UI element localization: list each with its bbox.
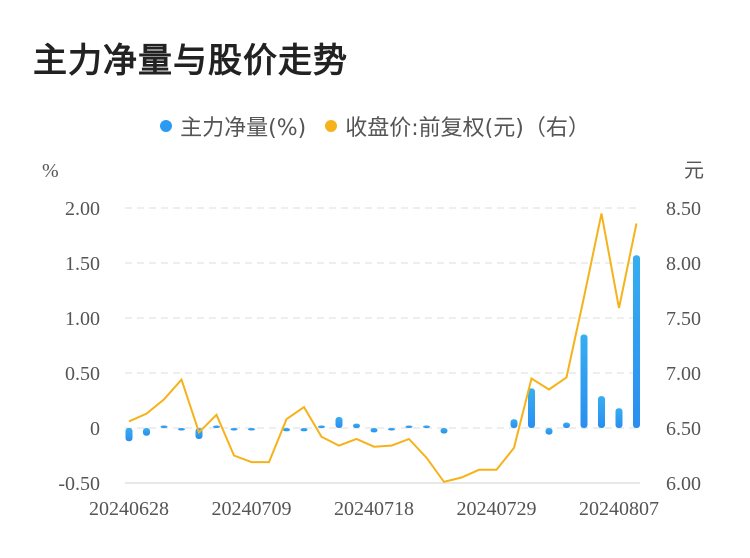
x-tick-label: 20240718 (334, 498, 414, 520)
bar-20240802 (563, 422, 570, 428)
x-tick-label: 20240709 (212, 498, 292, 520)
left-tick-label: 0 (90, 418, 100, 440)
bar-20240730 (510, 419, 518, 428)
right-axis-unit: 元 (684, 158, 704, 182)
bar-20240806 (598, 396, 605, 428)
right-tick-label: 6.00 (666, 473, 701, 495)
x-tick-label: 20240807 (579, 498, 659, 520)
legend-item-net-volume[interactable]: 主力净量(%) (160, 110, 306, 142)
right-tick-label: 8.00 (666, 253, 701, 275)
x-tick-label: 20240729 (457, 498, 537, 520)
left-tick-label: 0.50 (65, 363, 100, 385)
legend-dot-icon (325, 120, 338, 132)
legend-item-close-price[interactable]: 收盘价:前复权(元)（右） (325, 110, 590, 142)
bar-20240712 (300, 428, 308, 432)
left-tick-label: 1.50 (65, 253, 100, 275)
bar-20240709 (248, 428, 255, 431)
right-tick-label: 7.00 (666, 363, 701, 385)
bar-20240715 (318, 425, 325, 428)
x-tick-label: 20240628 (89, 498, 169, 520)
legend-label: 收盘价:前复权(元)（右） (345, 116, 590, 141)
bar-20240717 (353, 423, 360, 428)
right-tick-label: 8.50 (666, 198, 701, 220)
bar-20240805 (580, 334, 588, 428)
left-axis-unit: % (42, 160, 59, 182)
bar-20240718 (370, 428, 378, 433)
left-tick-label: -0.50 (58, 473, 100, 495)
chart-title: 主力净量与股价走势 (33, 41, 348, 81)
bar-20240723 (423, 425, 430, 428)
bar-20240711 (283, 428, 290, 432)
bar-20240801 (545, 428, 553, 435)
bar-20240703 (178, 428, 185, 431)
right-tick-label: 7.50 (666, 308, 701, 330)
legend-dot-icon (160, 120, 173, 132)
bar-20240705 (213, 425, 220, 428)
bar-20240702 (160, 425, 168, 428)
legend: 主力净量(%) 收盘价:前复权(元)（右） (0, 110, 750, 142)
bar-20240724 (440, 428, 448, 434)
left-tick-label: 2.00 (65, 198, 100, 220)
bar-20240731 (528, 388, 535, 428)
bar-20240808 (633, 255, 640, 428)
left-tick-label: 1.00 (65, 308, 100, 330)
bar-20240628 (125, 428, 133, 442)
bar-20240722 (405, 425, 413, 428)
legend-label: 主力净量(%) (180, 116, 307, 141)
bar-20240807 (615, 408, 623, 428)
bar-20240716 (335, 417, 343, 428)
bar-20240701 (143, 428, 150, 436)
bar-20240708 (230, 428, 238, 431)
bar-20240719 (388, 428, 395, 431)
right-tick-label: 6.50 (666, 418, 701, 440)
close-price-line (128, 213, 638, 484)
